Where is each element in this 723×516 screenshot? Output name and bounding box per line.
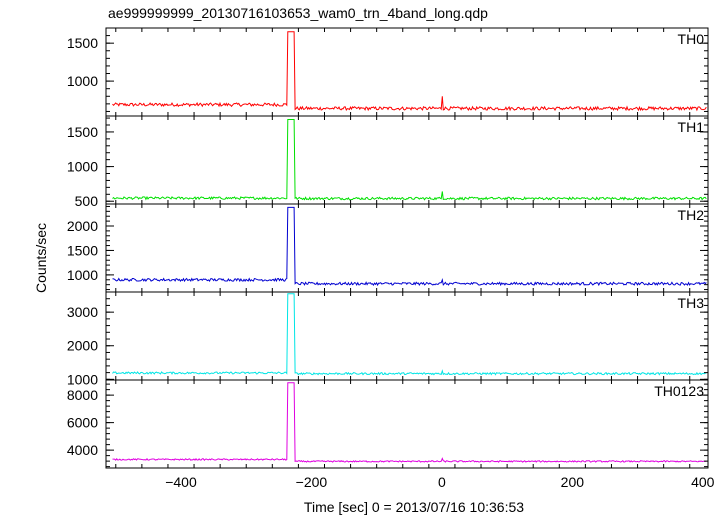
y-tick-label: 6000 [67,415,98,431]
x-axis-label: Time [sec] 0 = 2013/07/16 10:36:53 [304,499,524,515]
panel-th0: 1000 1500 TH0 [67,27,709,117]
x-tick-label: −400 [165,474,197,490]
x-tick-label: 200 [561,474,585,490]
series-line-th0123 [112,382,707,463]
y-axis-label: Counts/sec [33,223,49,293]
panel-th0123: 4000 6000 8000 TH0123 [67,379,709,469]
series-line-th1 [112,119,707,201]
panel-frame [105,379,709,469]
y-tick-label: 1500 [67,242,98,258]
series-line-th0 [112,31,707,112]
y-tick-label: 3000 [67,304,98,320]
chart-title: ae999999999_20130716103653_wam0_trn_4ban… [108,5,488,21]
panel-th1: 500 1000 1500 TH1 [67,115,709,209]
x-tick-label: 400 [691,474,715,490]
panel-frame [105,291,709,381]
y-tick-label: 1500 [67,124,98,140]
panel-frame [105,27,709,117]
panel-label: TH1 [678,119,705,135]
y-tick-label: 2000 [67,218,98,234]
y-tick-label: 500 [75,193,99,209]
y-tick-label: 1000 [67,159,98,175]
y-tick-label: 1000 [67,73,98,89]
panel-label: TH2 [678,207,705,223]
y-tick-label: 1000 [67,267,98,283]
panel-th3: 1000 2000 3000 TH3 [67,291,709,387]
x-tick-label: 0 [438,474,446,490]
x-tick-label: −200 [296,474,328,490]
y-tick-label: 1000 [67,371,98,387]
y-tick-label: 8000 [67,387,98,403]
y-tick-label: 1500 [67,35,98,51]
series-line-th3 [112,293,707,376]
panel-label: TH0 [678,31,705,47]
panel-th2: 1000 1500 2000 TH2 [67,203,709,293]
y-tick-label: 2000 [67,338,98,354]
panel-label: TH3 [678,295,705,311]
panel-frame [105,115,709,205]
series-line-th2 [112,206,707,287]
y-tick-label: 4000 [67,442,98,458]
panel-label: TH0123 [654,383,704,399]
